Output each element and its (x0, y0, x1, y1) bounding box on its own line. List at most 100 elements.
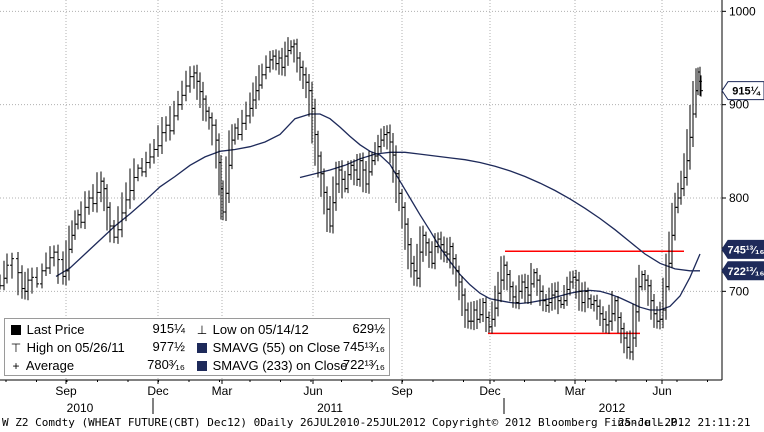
price-bar (176, 90, 180, 121)
x-axis: Sep Dec Mar Jun Sep Dec Mar Jun 2010 2011 2012 (0, 379, 722, 415)
price-bars (0, 37, 703, 361)
y-tick-label: 700 (729, 284, 749, 298)
price-bar (144, 151, 148, 178)
grid-lines (0, 0, 722, 380)
footer-copyright: Copyright© 2012 Bloomberg Finance L.P. (432, 416, 684, 429)
price-tag: 722¹³⁄₁₆ (721, 261, 764, 281)
legend-value: 745¹³⁄₁₆ (342, 339, 385, 354)
price-bar (240, 109, 244, 141)
price-bar (124, 182, 128, 222)
price-bar (140, 158, 144, 177)
price-bar (172, 100, 176, 135)
y-tick-label: 800 (729, 191, 749, 205)
legend-label: Average (25, 358, 75, 373)
price-bar (184, 70, 188, 102)
legend-high: ⊤ High on 05/26/11 (9, 339, 125, 357)
price-tag: 915¼ (721, 81, 764, 101)
footer-timestamp: 25-Jul-2012 21:11:21 (618, 416, 751, 429)
price-bar (188, 66, 192, 93)
price-bar (79, 201, 83, 229)
x-month-label: Dec (147, 384, 168, 398)
high-marker-icon: ⊤ (10, 341, 22, 355)
price-bar (160, 116, 164, 154)
price-bar (210, 112, 214, 146)
legend-last-price: Last Price (9, 321, 84, 339)
price-bar (35, 267, 39, 288)
price-bar (10, 252, 14, 279)
price-bar (91, 184, 95, 212)
price-bar (87, 190, 91, 215)
price-bar (244, 101, 248, 131)
price-bar (48, 246, 52, 274)
price-bar (40, 263, 44, 289)
x-month-label: Mar (565, 384, 586, 398)
square-icon (11, 325, 21, 335)
price-bar (120, 192, 124, 238)
legend-label: Last Price (26, 322, 85, 337)
price-tag-shape (721, 261, 764, 281)
legend-label: Low on 05/14/12 (212, 322, 309, 337)
square-icon (197, 343, 207, 353)
price-bar (180, 80, 184, 110)
legend-smavg233: SMAVG (233) on Close (195, 357, 348, 375)
legend-value: 915¼ (152, 321, 185, 336)
price-bar (5, 253, 9, 284)
x-year-label: 2011 (317, 401, 343, 415)
low-marker-icon: ⊥ (196, 323, 208, 337)
price-tag-label: 915¼ (732, 86, 760, 98)
legend-smavg55: SMAVG (55) on Close (195, 339, 340, 357)
price-bar (168, 106, 172, 141)
price-tag-label: 722¹³⁄₁₆ (727, 266, 764, 278)
price-bar (132, 158, 136, 201)
price-bar (152, 139, 156, 164)
smavg-233-line (299, 151, 700, 272)
price-bar (112, 220, 116, 244)
footer-security: W Z2 Comdty (WHEAT FUTURE(CBT) Dec12) 0D… (2, 416, 426, 429)
legend-low: ⊥ Low on 05/14/12 (195, 321, 309, 339)
price-tag-shape (721, 239, 764, 259)
legend-value: 629½ (352, 321, 385, 336)
price-bar (264, 55, 268, 80)
footer: W Z2 Comdty (WHEAT FUTURE(CBT) Dec12) 0D… (0, 414, 764, 432)
legend: Last Price 915¼ ⊤ High on 05/26/11 977½ … (4, 318, 390, 376)
legend-average: + Average (9, 357, 74, 375)
average-marker-icon: + (12, 359, 20, 373)
price-bar (83, 191, 87, 229)
x-year-label: 2010 (67, 401, 94, 415)
price-bar (148, 143, 152, 169)
price-bar (95, 172, 99, 213)
price-bar (52, 245, 56, 267)
price-tag: 745¹³⁄₁₆ (721, 239, 764, 259)
price-tag-label: 745¹³⁄₁₆ (727, 244, 764, 256)
y-tick-label: 900 (729, 98, 749, 112)
price-bar (26, 268, 30, 301)
y-tick-label: 1000 (729, 4, 756, 18)
price-bar (156, 125, 160, 157)
square-icon (197, 361, 207, 371)
legend-label: SMAVG (55) on Close (212, 340, 341, 355)
x-month-label: Dec (479, 384, 500, 398)
price-bar (136, 164, 140, 182)
x-month-label: Jun (303, 384, 322, 398)
price-bar (108, 202, 112, 243)
price-bar (116, 206, 120, 244)
price-bar (30, 267, 34, 294)
price-bar (16, 251, 20, 296)
price-bar (236, 118, 240, 140)
legend-value: 977½ (152, 339, 185, 354)
price-bar (56, 244, 60, 284)
price-tag-shape (721, 81, 764, 101)
price-bar (0, 274, 2, 290)
x-year-label: 2012 (599, 401, 626, 415)
price-bar (128, 168, 132, 209)
price-bar (260, 63, 264, 89)
legend-value: 722¹³⁄₁₆ (342, 357, 385, 372)
legend-label: SMAVG (233) on Close (212, 358, 348, 373)
legend-label: High on 05/26/11 (26, 340, 125, 355)
price-tags: 915¼ 745¹³⁄₁₆ 722¹³⁄₁₆ (721, 81, 764, 281)
y-axis: 1000 900 800 700 (721, 0, 756, 380)
moving-average-lines (55, 113, 701, 311)
price-bar (164, 116, 168, 142)
legend-value: 780³⁄₁₆ (147, 357, 185, 372)
x-month-label: Mar (212, 384, 233, 398)
